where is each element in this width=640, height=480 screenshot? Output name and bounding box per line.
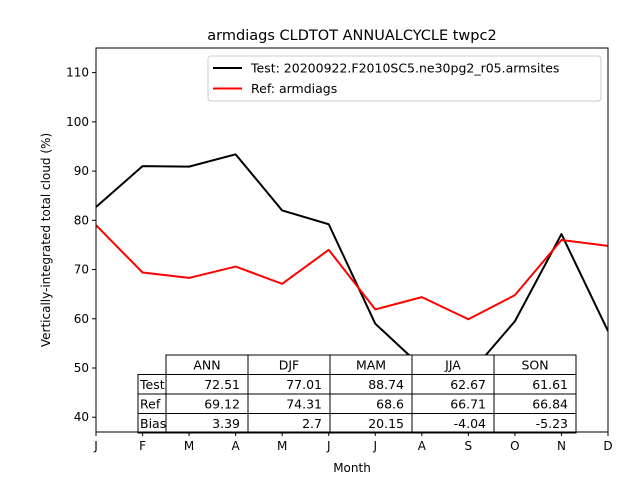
y-tick-label: 60 bbox=[74, 312, 89, 326]
table-cell-value: 66.84 bbox=[532, 397, 568, 412]
x-tick-label: D bbox=[603, 439, 612, 453]
x-tick-label: S bbox=[465, 439, 473, 453]
x-tick-label: J bbox=[326, 439, 331, 453]
table-cell-value: -5.23 bbox=[536, 416, 568, 431]
chart-title: armdiags CLDTOT ANNUALCYCLE twpc2 bbox=[207, 28, 496, 44]
y-axis-label: Vertically-integrated total cloud (%) bbox=[39, 133, 53, 347]
legend: Test: 20200922.F2010SC5.ne30pg2_r05.arms… bbox=[207, 55, 602, 102]
legend-box bbox=[207, 55, 602, 102]
table-cell-value: 68.6 bbox=[376, 397, 404, 412]
y-tick-label: 100 bbox=[66, 115, 89, 129]
table-cell bbox=[493, 413, 577, 434]
x-tick-label: M bbox=[277, 439, 287, 453]
table-cell-value: 2.7 bbox=[302, 416, 322, 431]
table-cell-value: 61.61 bbox=[532, 377, 568, 392]
table-cell-value: 72.51 bbox=[204, 377, 240, 392]
stats-table: ANN DJF MAM JJA SON Test 72.51 77.01 88.74 62.67 6… bbox=[137, 354, 577, 434]
legend-label-1: Ref: armdiags bbox=[251, 81, 337, 96]
table-header-label: MAM bbox=[356, 358, 386, 373]
legend-label-0: Test: 20200922.F2010SC5.ne30pg2_r05.arms… bbox=[250, 61, 559, 76]
table-cell-value: -4.04 bbox=[454, 416, 486, 431]
y-tick-label: 40 bbox=[74, 410, 89, 424]
y-tick-label: 110 bbox=[66, 66, 89, 80]
x-tick-label: A bbox=[418, 439, 427, 453]
x-axis-label: Month bbox=[333, 461, 371, 475]
series-lines bbox=[96, 153, 608, 377]
table-header-label: JJA bbox=[444, 358, 461, 373]
series-line-0 bbox=[96, 153, 608, 377]
x-tick-label: A bbox=[232, 439, 241, 453]
table-row-label: Ref bbox=[140, 397, 161, 412]
plot-frame bbox=[95, 47, 609, 433]
y-tick-label: 70 bbox=[74, 263, 89, 277]
x-tick-label: J bbox=[372, 439, 377, 453]
table-header-label: SON bbox=[521, 358, 548, 373]
x-tick-label: N bbox=[557, 439, 566, 453]
table-cell-value: 74.31 bbox=[286, 397, 322, 412]
series-line-1 bbox=[96, 224, 608, 321]
table-row-label: Bias bbox=[140, 416, 166, 431]
table-row-label: Test bbox=[139, 377, 165, 392]
x-tick-label: O bbox=[510, 439, 519, 453]
table-cell-value: 62.67 bbox=[450, 377, 486, 392]
table-cell-value: 77.01 bbox=[286, 377, 322, 392]
table-cell-value: 88.74 bbox=[368, 377, 404, 392]
table-cell-value: 20.15 bbox=[368, 416, 404, 431]
y-tick-label: 90 bbox=[74, 164, 89, 178]
table-cell-value: 3.39 bbox=[212, 416, 240, 431]
x-tick-label: J bbox=[93, 439, 98, 453]
table-header-label: DJF bbox=[279, 358, 300, 373]
y-tick-label: 50 bbox=[74, 361, 89, 375]
table-cell-value: 66.71 bbox=[450, 397, 486, 412]
table-header-label: ANN bbox=[193, 358, 220, 373]
y-tick-label: 80 bbox=[74, 213, 89, 227]
x-tick-label: F bbox=[139, 439, 146, 453]
x-tick-label: M bbox=[184, 439, 194, 453]
table-cell-value: 69.12 bbox=[204, 397, 240, 412]
